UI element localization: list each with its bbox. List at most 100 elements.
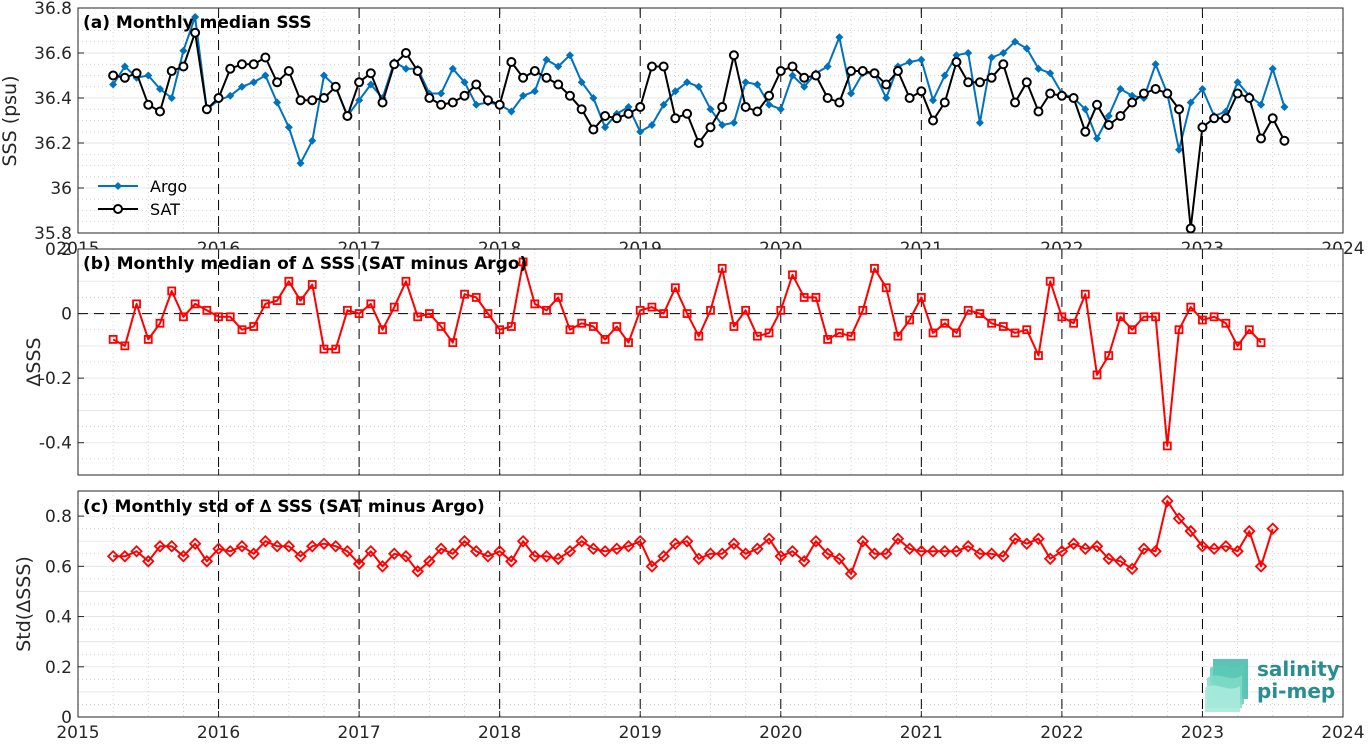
data-point-series — [387, 547, 401, 561]
panel-a-ylabel: SSS (psu) — [0, 75, 21, 166]
data-point-series — [610, 542, 624, 556]
data-point-series — [223, 544, 237, 558]
data-point-series — [612, 322, 622, 331]
data-point-sat — [682, 108, 693, 119]
data-point-series — [598, 544, 612, 558]
data-point-sat — [693, 138, 704, 148]
data-point-argo — [401, 64, 410, 73]
data-point-argo — [1022, 44, 1031, 53]
data-point-sat — [541, 72, 552, 83]
data-point-sat — [764, 90, 775, 101]
data-point-series — [600, 334, 610, 344]
data-point-sat — [1103, 120, 1114, 130]
data-point-argo — [472, 100, 481, 109]
data-point-argo — [530, 87, 539, 96]
data-point-argo — [788, 71, 797, 80]
data-point-series — [694, 331, 704, 341]
data-point-sat — [1232, 88, 1243, 99]
data-point-series — [434, 542, 448, 556]
data-point-sat — [365, 68, 376, 79]
x-tick-label: 2021 — [900, 723, 943, 743]
data-point-series — [516, 534, 530, 548]
data-point-sat — [248, 59, 259, 70]
data-point-series — [305, 539, 319, 553]
data-point-argo — [1233, 78, 1242, 87]
data-point-argo — [683, 78, 692, 87]
data-point-sat — [307, 95, 318, 106]
data-point-argo — [671, 87, 680, 96]
x-tick-label: 2024 — [1321, 723, 1364, 743]
data-point-series — [588, 322, 598, 331]
data-point-series — [928, 328, 938, 338]
data-point-argo — [1046, 69, 1055, 78]
data-point-argo — [460, 78, 469, 87]
data-point-sat — [119, 72, 130, 83]
data-point-argo — [179, 46, 188, 55]
data-point-sat — [611, 113, 622, 124]
data-point-series — [1186, 302, 1196, 312]
data-point-series — [528, 550, 542, 563]
data-point-series — [212, 542, 225, 556]
data-point-series — [259, 534, 272, 548]
data-point-sat — [178, 61, 189, 72]
x-tick-label: 2020 — [759, 723, 802, 743]
data-point-sat — [635, 102, 646, 112]
data-point-sat — [459, 90, 470, 101]
data-point-series — [823, 334, 833, 344]
data-point-series — [1266, 522, 1279, 535]
y-tick-label: 36.2 — [34, 134, 72, 154]
data-point-sat — [412, 66, 423, 76]
data-point-series — [1196, 539, 1209, 553]
data-point-argo — [800, 82, 809, 91]
data-point-sat — [400, 48, 411, 58]
data-point-sat — [447, 97, 458, 108]
y-tick-label: 0.6 — [45, 557, 72, 577]
data-point-sat — [166, 66, 177, 76]
data-point-series — [717, 263, 727, 273]
data-point-series — [1254, 560, 1268, 573]
data-point-series — [225, 312, 235, 322]
data-point-series — [108, 334, 118, 344]
data-point-series — [446, 547, 460, 561]
data-point-series — [190, 299, 200, 309]
data-point-argo — [1034, 64, 1043, 73]
data-point-sat — [600, 111, 611, 121]
data-point-series — [635, 305, 645, 315]
data-point-sat — [974, 77, 985, 88]
data-point-argo — [694, 82, 703, 91]
axes-frame — [77, 248, 1344, 476]
data-point-series — [317, 537, 331, 551]
data-point-sat — [1056, 90, 1067, 101]
data-point-series — [762, 532, 776, 545]
data-point-series — [1020, 537, 1034, 551]
data-point-series — [448, 338, 458, 348]
data-point-series — [987, 318, 997, 328]
data-point-series — [903, 542, 916, 556]
data-point-series — [680, 534, 694, 548]
data-point-series — [881, 283, 891, 293]
x-tick-label: 2015 — [56, 723, 99, 743]
data-point-series — [376, 560, 389, 573]
legend-argo-marker — [114, 182, 122, 190]
data-point-series — [481, 550, 495, 563]
data-point-series — [647, 302, 657, 312]
data-point-argo — [1198, 85, 1207, 93]
data-point-series — [879, 547, 893, 561]
data-point-sat — [1220, 113, 1231, 124]
data-point-series — [952, 328, 961, 338]
data-point-sat — [201, 104, 212, 115]
data-point-series — [247, 547, 260, 561]
data-point-series — [1114, 555, 1127, 568]
data-point-argo — [975, 118, 984, 127]
data-point-argo — [882, 94, 891, 102]
data-point-series — [352, 557, 366, 571]
data-point-series — [633, 534, 647, 548]
data-point-sat — [1045, 88, 1056, 99]
data-point-series — [401, 276, 411, 286]
data-point-argo — [776, 105, 785, 114]
data-point-series — [106, 550, 120, 563]
data-point-series — [331, 344, 341, 354]
data-point-series — [270, 539, 284, 553]
data-point-series — [1162, 441, 1172, 451]
data-point-argo — [507, 107, 516, 116]
